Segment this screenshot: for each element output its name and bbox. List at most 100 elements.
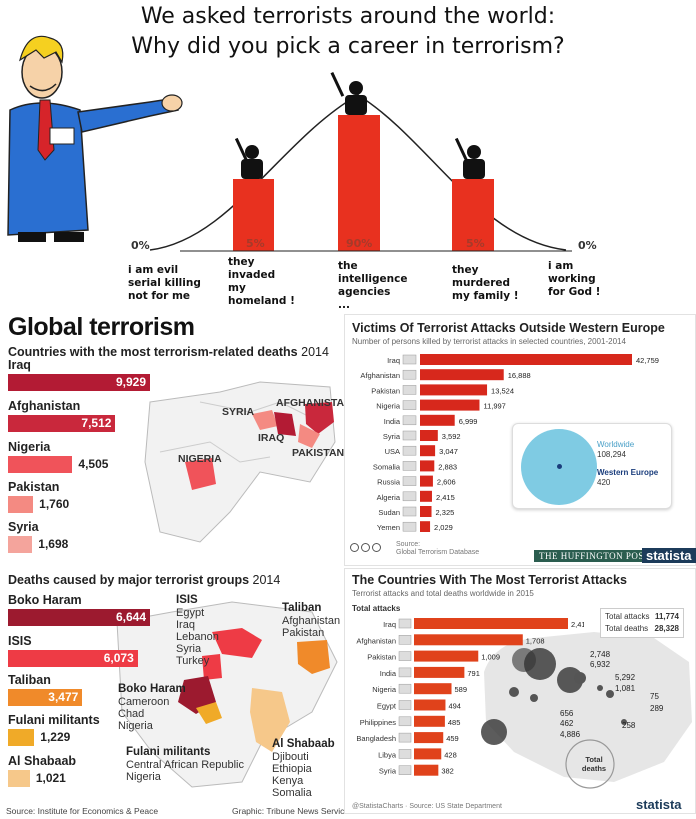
flag-icon (402, 506, 417, 517)
victims-value-label: 11,997 (483, 402, 505, 411)
victims-bar (420, 506, 432, 517)
victims-value-label: 6,999 (459, 417, 478, 426)
bar: 6,073 (8, 650, 138, 667)
global-terrorism-title: Global terrorism (8, 313, 195, 341)
meme-pct-2: 90% (346, 237, 373, 250)
victims-value-label: 2,883 (438, 462, 457, 471)
fulani-region-shape (196, 702, 222, 724)
flag-icon (398, 683, 412, 694)
al-shabaab-map-label: Al Shabaab Djibouti Ethiopia Kenya Somal… (272, 738, 335, 799)
groups-map (116, 601, 338, 788)
meme-reason-4: i am working for God ! (548, 260, 601, 298)
gunman-silhouette-icon (234, 71, 485, 179)
attacks-bar (414, 764, 439, 776)
flag-icon (398, 618, 412, 629)
victims-bar (420, 490, 432, 502)
bar (8, 496, 34, 513)
bar: 6,644 (8, 609, 150, 626)
map-pakistan-shape (298, 424, 320, 448)
victims-bar-chart: Iraq 42,759 Afghanistan 16,888 Pakistan 13,52… (360, 354, 659, 532)
victims-bar (420, 430, 438, 441)
map-label-nigeria: NIGERIA (178, 453, 222, 465)
victims-category-label: USA (385, 447, 400, 456)
western-europe-value: 420 (597, 478, 611, 487)
victims-bar (420, 414, 455, 426)
meme-title-line1: We asked terrorists around the world: (140, 4, 556, 29)
victims-bar (420, 354, 632, 365)
bubble-label-258: 258 (622, 721, 636, 730)
meme-reason-1: they invaded my homeland ! (228, 256, 295, 307)
attacks-bar (414, 650, 479, 662)
attacks-totals-box: Total attacks 11,774 Total deaths 28,328 (600, 608, 684, 638)
flag-icon (402, 400, 417, 410)
flag-icon (398, 732, 412, 743)
western-europe-label: Western Europe (597, 468, 659, 477)
victims-value-label: 2,415 (436, 493, 455, 502)
attacks-bar (414, 699, 446, 711)
source-text: Source: Institute for Economics & Peace (6, 806, 159, 816)
bubble-label-4886: 4,886 (560, 730, 581, 739)
attacks-bar (414, 634, 523, 646)
worldwide-label: Worldwide (597, 440, 635, 449)
victims-category-label: Algeria (377, 493, 401, 502)
statista-logo: statista (642, 548, 696, 563)
bubble-label-656: 656 (560, 709, 574, 718)
groups-heading: Deaths caused by major terrorist groups … (8, 573, 281, 587)
victims-bubble-box: Worldwide 108,294 Western Europe 420 (512, 423, 672, 509)
meme-pct-1: 5% (246, 237, 265, 250)
flag-icon (402, 369, 417, 380)
bubble-label-289: 289 (650, 704, 664, 713)
huffpost-logo: THE HUFFINGTON POST (534, 550, 655, 562)
flag-icon (398, 700, 412, 710)
bar-category-label: Boko Haram (8, 593, 82, 607)
meme-bar-3 (452, 179, 494, 251)
victims-bar (420, 445, 436, 457)
flag-icon (398, 749, 412, 759)
attacks-category-label: Afghanistan (356, 636, 396, 645)
bubble-label-462: 462 (560, 719, 574, 728)
victims-title: Victims Of Terrorist Attacks Outside Wes… (352, 321, 665, 335)
attacks-value-label: 382 (441, 767, 454, 776)
bar: 9,929 (8, 374, 150, 391)
worldwide-value: 108,294 (597, 450, 626, 459)
attacks-value-label: 1,009 (481, 653, 500, 662)
attacks-bar-chart: Iraq 2,418 Afghanistan 1,708 Pakistan 1,009 In… (356, 618, 584, 776)
bar-value-label: 4,505 (78, 457, 109, 471)
victims-bar (420, 460, 435, 472)
flag-icon (398, 635, 412, 645)
victims-category-label: India (384, 417, 401, 426)
bar (8, 770, 30, 787)
meme-reason-3: they murdered my family ! (452, 264, 519, 302)
meme-reason-2: the intelligence agencies... (338, 260, 408, 308)
bar-category-label: Taliban (8, 673, 51, 687)
flag-icon (402, 385, 417, 395)
flag-icon (398, 667, 412, 678)
meme-bar-1 (233, 179, 274, 251)
attacks-value-label: 494 (448, 702, 461, 711)
attacks-value-label: 485 (448, 718, 461, 727)
bar-category-label: Nigeria (8, 440, 51, 454)
attacks-value-label: 1,708 (526, 636, 545, 645)
attacks-bar (414, 666, 465, 678)
attacks-value-label: 459 (446, 734, 459, 743)
attacks-subtitle: Terrorist attacks and total deaths world… (352, 589, 534, 598)
western-europe-bubble (557, 464, 562, 469)
attacks-bar (414, 683, 452, 695)
attacks-category-label: Syria (379, 767, 397, 776)
bubble-label-75: 75 (650, 692, 659, 701)
bar: 3,477 (8, 689, 83, 706)
bar-category-label: Iraq (8, 358, 31, 372)
boko-haram-map-label: Boko Haram Cameroon Chad Nigeria (118, 683, 186, 732)
bar-category-label: Syria (8, 520, 39, 534)
bar-value-label: 1,229 (40, 730, 71, 744)
deaths-heading: Countries with the most terrorism-relate… (8, 345, 329, 359)
attacks-category-label: Libya (378, 750, 397, 759)
victims-bar (420, 399, 480, 411)
meme-reason-0: i am evil serial killing not for me (128, 264, 201, 302)
taliban-map-label: Taliban Afghanistan Pakistan (282, 602, 341, 639)
flag-icon (402, 415, 417, 426)
map-label-afghanistan: AFGHANISTAN (276, 397, 352, 409)
meme-pct-0: 0% (131, 239, 150, 252)
attacks-bar (414, 715, 445, 727)
bubble-label-2748: 2,748 (590, 650, 611, 659)
